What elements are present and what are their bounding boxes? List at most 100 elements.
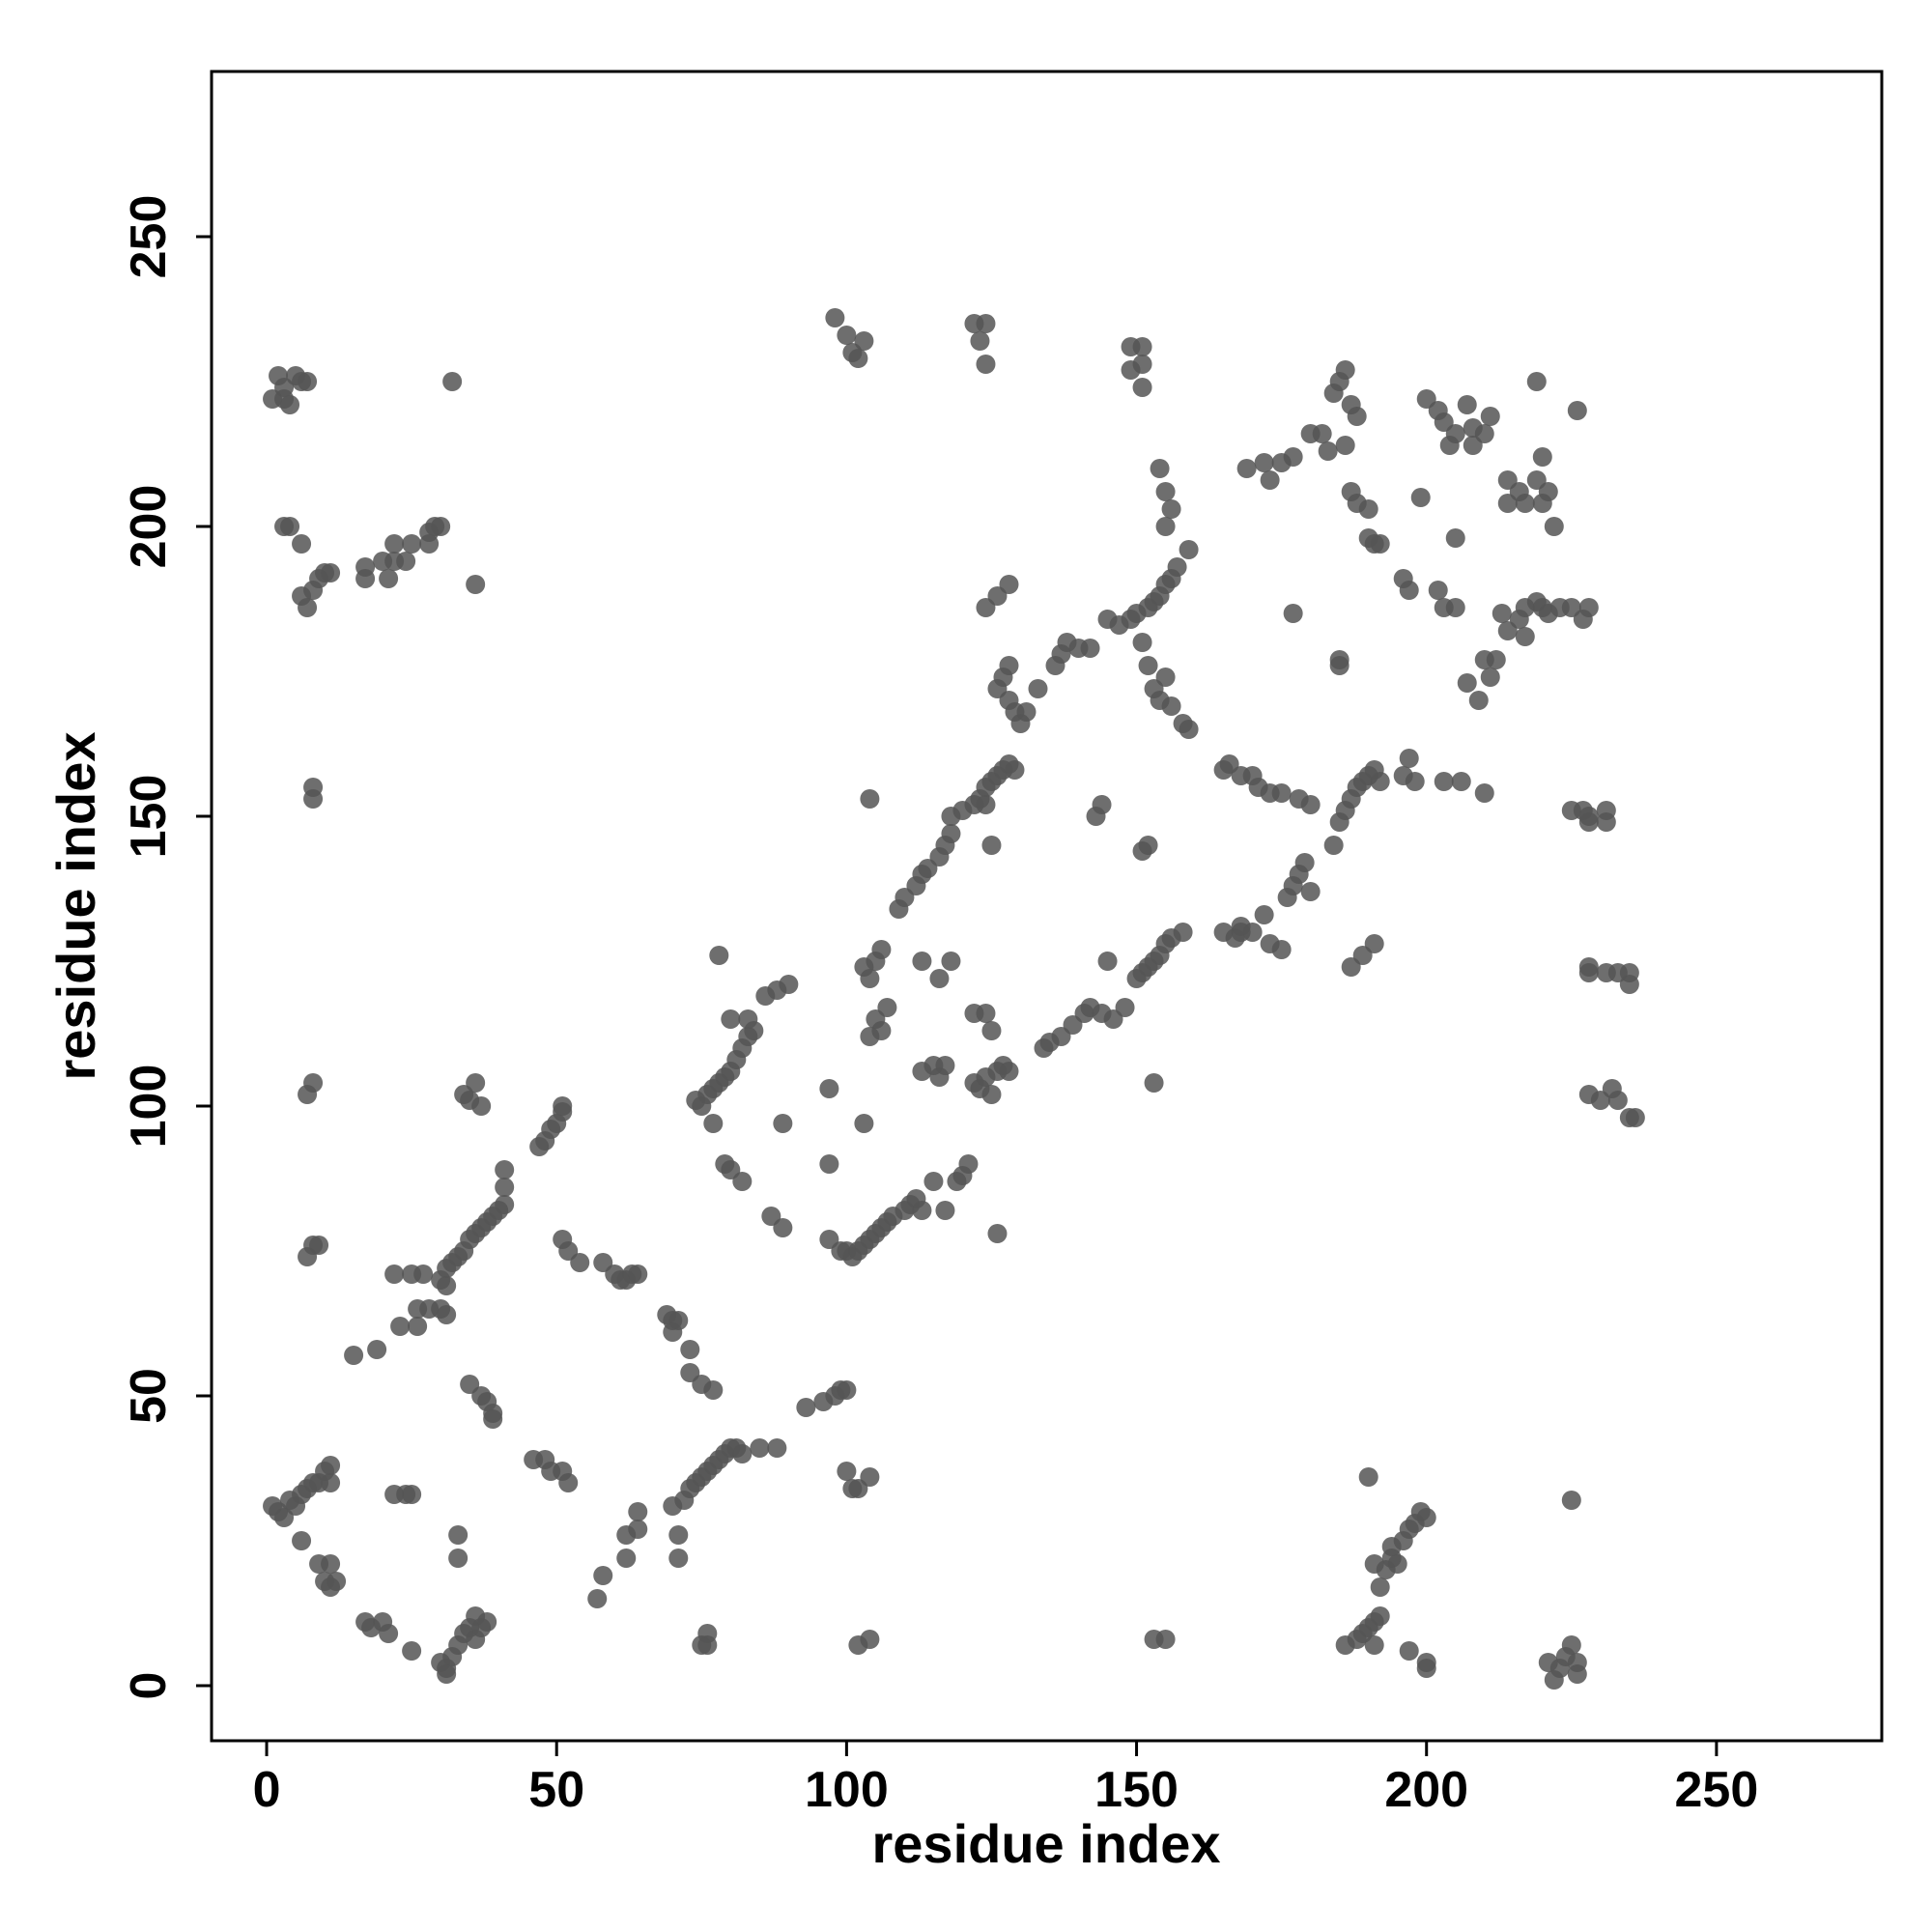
point (981, 1085, 1002, 1104)
point (1416, 1659, 1436, 1678)
point (1138, 836, 1158, 855)
point (1132, 378, 1152, 397)
point (976, 355, 996, 374)
point (1097, 952, 1118, 971)
point (431, 517, 451, 536)
point (935, 1056, 955, 1075)
point (1161, 696, 1181, 716)
point (1370, 1577, 1390, 1597)
point (1480, 407, 1500, 426)
point (999, 575, 1019, 594)
point (280, 517, 300, 536)
point (837, 1462, 857, 1481)
point (1619, 963, 1639, 982)
point (1451, 772, 1471, 791)
y-tick-label: 200 (121, 485, 177, 569)
point (860, 1027, 880, 1046)
point (1329, 650, 1350, 669)
point (668, 1548, 689, 1568)
point (298, 372, 318, 391)
point (1457, 673, 1477, 693)
point (703, 1114, 724, 1133)
point (628, 1520, 648, 1539)
point (1231, 923, 1251, 942)
point (987, 1224, 1008, 1243)
point (923, 1172, 944, 1191)
point (483, 1409, 503, 1429)
point (309, 1236, 329, 1255)
point (1538, 482, 1558, 501)
point (663, 1322, 683, 1342)
point (929, 969, 950, 988)
point (1410, 488, 1431, 507)
point (379, 1624, 399, 1643)
point (1567, 401, 1587, 420)
point (668, 1525, 689, 1545)
point (1115, 998, 1135, 1017)
point (1463, 436, 1483, 455)
point (1416, 1508, 1436, 1527)
point (298, 598, 318, 617)
point (344, 1346, 364, 1365)
point (402, 534, 422, 554)
y-tick-label: 0 (121, 1672, 177, 1700)
point (703, 1380, 724, 1400)
point (1347, 407, 1367, 426)
point (1283, 447, 1303, 467)
point (796, 1398, 816, 1417)
point (976, 795, 996, 814)
point (837, 1380, 857, 1400)
point (773, 1114, 793, 1133)
point (1335, 436, 1355, 455)
point (1468, 691, 1489, 710)
point (738, 1009, 758, 1029)
point (1028, 679, 1048, 698)
point (1323, 836, 1344, 855)
point (1005, 760, 1025, 780)
point (593, 1566, 613, 1585)
point (292, 534, 312, 554)
point (1364, 1554, 1384, 1574)
point (1399, 1641, 1419, 1661)
point (1474, 783, 1494, 803)
point (448, 1525, 469, 1545)
point (495, 1160, 515, 1179)
point (1179, 540, 1199, 559)
x-tick-label: 100 (805, 1762, 889, 1818)
point (570, 1253, 590, 1272)
point (448, 1548, 469, 1568)
point (616, 1548, 637, 1568)
point (1561, 1491, 1581, 1510)
point (587, 1589, 608, 1608)
point (1283, 604, 1303, 623)
point (628, 1264, 648, 1284)
point (1544, 517, 1564, 536)
point (1173, 923, 1193, 942)
point (941, 952, 961, 971)
point (303, 778, 324, 797)
point (1300, 882, 1321, 901)
point (1457, 395, 1477, 414)
point (1318, 441, 1338, 461)
point (495, 1178, 515, 1197)
point (1486, 650, 1506, 669)
point (553, 1096, 573, 1116)
point (1405, 772, 1425, 791)
point (1155, 482, 1176, 501)
point (466, 575, 486, 594)
point (877, 998, 897, 1017)
point (1271, 940, 1292, 959)
point (976, 1004, 996, 1023)
point (819, 1154, 839, 1174)
point (750, 1438, 770, 1458)
point (1515, 627, 1535, 646)
point (1132, 633, 1152, 652)
point (321, 563, 341, 582)
point (1480, 668, 1500, 687)
point (274, 378, 295, 397)
x-tick-label: 0 (253, 1762, 281, 1818)
point (680, 1340, 700, 1359)
point (999, 1062, 1019, 1081)
point (437, 1664, 457, 1684)
